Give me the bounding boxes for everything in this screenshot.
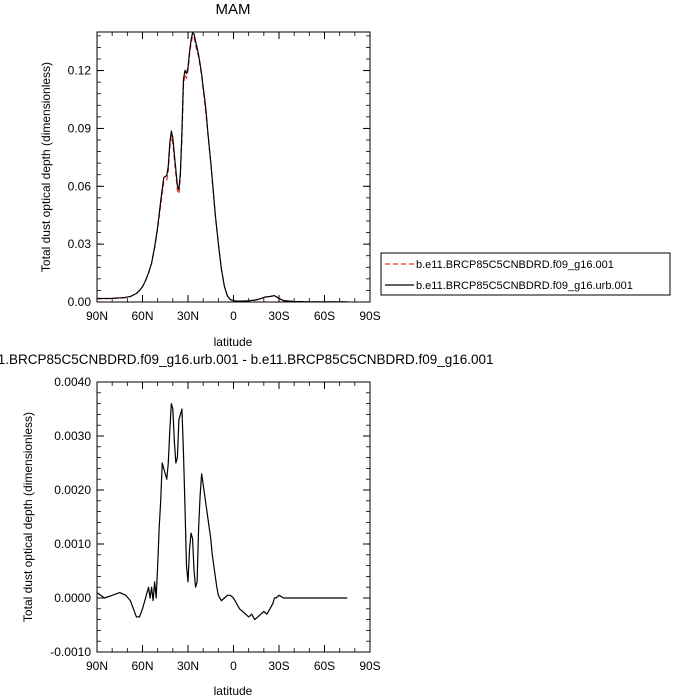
bottom-y-tick-label: 0.0030 xyxy=(54,429,91,443)
bottom-x-axis-label: latitude xyxy=(214,684,253,698)
legend: b.e11.BRCP85C5CNBDRD.f09_g16.001 b.e11.B… xyxy=(380,252,671,296)
top-x-tick-label: 0 xyxy=(230,309,237,323)
top-x-tick-labels: 90N 60N 30N 0 30S 60S 90S xyxy=(86,309,381,323)
bottom-y-axis-label: Total dust optical depth (dimensionless) xyxy=(21,412,35,622)
bottom-x-tick-label: 0 xyxy=(230,659,237,673)
bottom-x-tick-label: 60N xyxy=(131,659,153,673)
top-series xyxy=(96,32,348,303)
top-series-line-1 xyxy=(96,35,348,303)
bottom-series-line-1 xyxy=(96,403,348,621)
bottom-x-tick-labels: 90N 60N 30N 0 30S 60S 90S xyxy=(86,659,381,673)
legend-box xyxy=(380,252,671,296)
top-y-tick-label: 0.09 xyxy=(68,121,92,135)
bottom-ticks xyxy=(96,381,371,653)
top-y-tick-label: 0.12 xyxy=(68,64,92,78)
top-plot-frame xyxy=(96,31,371,303)
bottom-x-tick-label: 30N xyxy=(177,659,199,673)
top-x-tick-label: 60S xyxy=(314,309,335,323)
top-x-axis-label: latitude xyxy=(214,335,253,349)
bottom-x-tick-label: 90N xyxy=(86,659,108,673)
bottom-title: b.e11.BRCP85C5CNBDRD.f09_g16.urb.001 - b… xyxy=(0,352,494,367)
bottom-x-tick-label: 30S xyxy=(268,659,289,673)
top-y-tick-label: 0.00 xyxy=(68,295,92,309)
bottom-y-tick-label: 0.0020 xyxy=(54,483,91,497)
top-title: MAM xyxy=(216,1,251,18)
bottom-x-tick-label: 60S xyxy=(314,659,335,673)
top-y-tick-label: 0.03 xyxy=(68,237,92,251)
top-x-tick-label: 30N xyxy=(177,309,199,323)
bottom-series xyxy=(96,403,348,621)
top-y-tick-label: 0.06 xyxy=(68,179,92,193)
top-y-axis-label: Total dust optical depth (dimensionless) xyxy=(39,62,53,272)
bottom-y-tick-labels: -0.0010 0.0000 0.0010 0.0020 0.0030 0.0040 xyxy=(50,375,91,659)
bottom-y-tick-label: 0.0000 xyxy=(54,591,91,605)
bottom-y-tick-label: 0.0040 xyxy=(54,375,91,389)
legend-label-series-1: b.e11.BRCP85C5CNBDRD.f09_g16.001 xyxy=(416,259,614,271)
top-y-tick-labels: 0.00 0.03 0.06 0.09 0.12 xyxy=(68,64,92,309)
top-x-tick-label: 90N xyxy=(86,309,108,323)
top-series-line-2 xyxy=(96,32,348,303)
bottom-x-tick-label: 90S xyxy=(359,659,380,673)
bottom-y-tick-label: -0.0010 xyxy=(50,645,91,659)
bottom-plot-frame xyxy=(96,381,371,653)
top-panel: MAM 90N 60N 30N 0 30S 60S 90S 0.00 0.03 0.06 0.09… xyxy=(39,1,671,349)
top-x-tick-label: 90S xyxy=(359,309,380,323)
bottom-panel: b.e11.BRCP85C5CNBDRD.f09_g16.urb.001 - b… xyxy=(0,352,494,698)
bottom-y-tick-label: 0.0010 xyxy=(54,537,91,551)
top-x-tick-label: 60N xyxy=(131,309,153,323)
top-ticks xyxy=(96,32,371,303)
legend-label-series-2: b.e11.BRCP85C5CNBDRD.f09_g16.urb.001 xyxy=(416,280,633,292)
top-x-tick-label: 30S xyxy=(268,309,289,323)
